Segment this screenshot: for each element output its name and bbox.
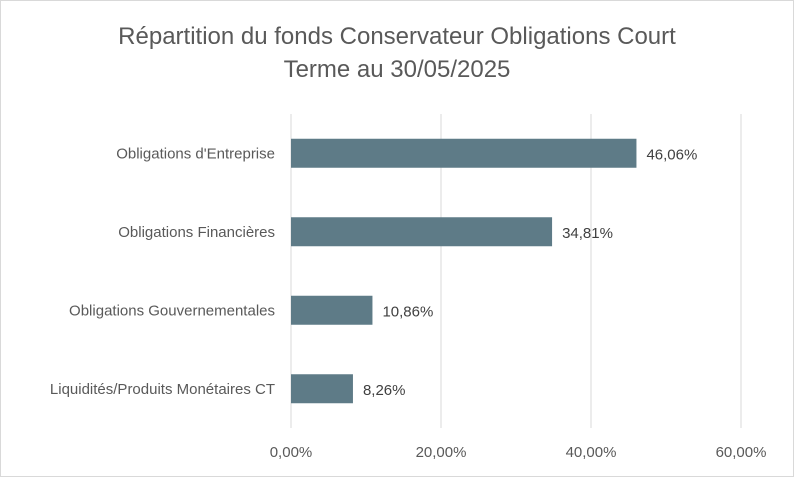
category-label-2: Obligations Gouvernementales bbox=[69, 302, 275, 319]
category-label-0: Obligations d'Entreprise bbox=[116, 145, 275, 162]
x-tick-label-0: 0,00% bbox=[270, 444, 313, 461]
category-label-3: Liquidités/Produits Monétaires CT bbox=[50, 381, 275, 398]
chart-title: Répartition du fonds Conservateur Obliga… bbox=[0, 20, 794, 86]
x-tick-label-2: 40,00% bbox=[566, 444, 617, 461]
bar-0 bbox=[291, 138, 637, 168]
bar-1 bbox=[291, 217, 553, 247]
data-label-3: 8,26% bbox=[363, 382, 406, 399]
data-label-2: 10,86% bbox=[382, 303, 433, 320]
chart-title-line-2: Terme au 30/05/2025 bbox=[283, 56, 511, 83]
bar-2 bbox=[291, 295, 373, 325]
category-label-1: Obligations Financières bbox=[118, 224, 275, 241]
chart-title-line-1: Répartition du fonds Conservateur Obliga… bbox=[118, 23, 676, 50]
data-label-1: 34,81% bbox=[562, 225, 613, 242]
bar-3 bbox=[291, 374, 353, 404]
x-tick-label-3: 60,00% bbox=[716, 444, 767, 461]
data-label-0: 46,06% bbox=[646, 146, 697, 163]
x-tick-label-1: 20,00% bbox=[416, 444, 467, 461]
